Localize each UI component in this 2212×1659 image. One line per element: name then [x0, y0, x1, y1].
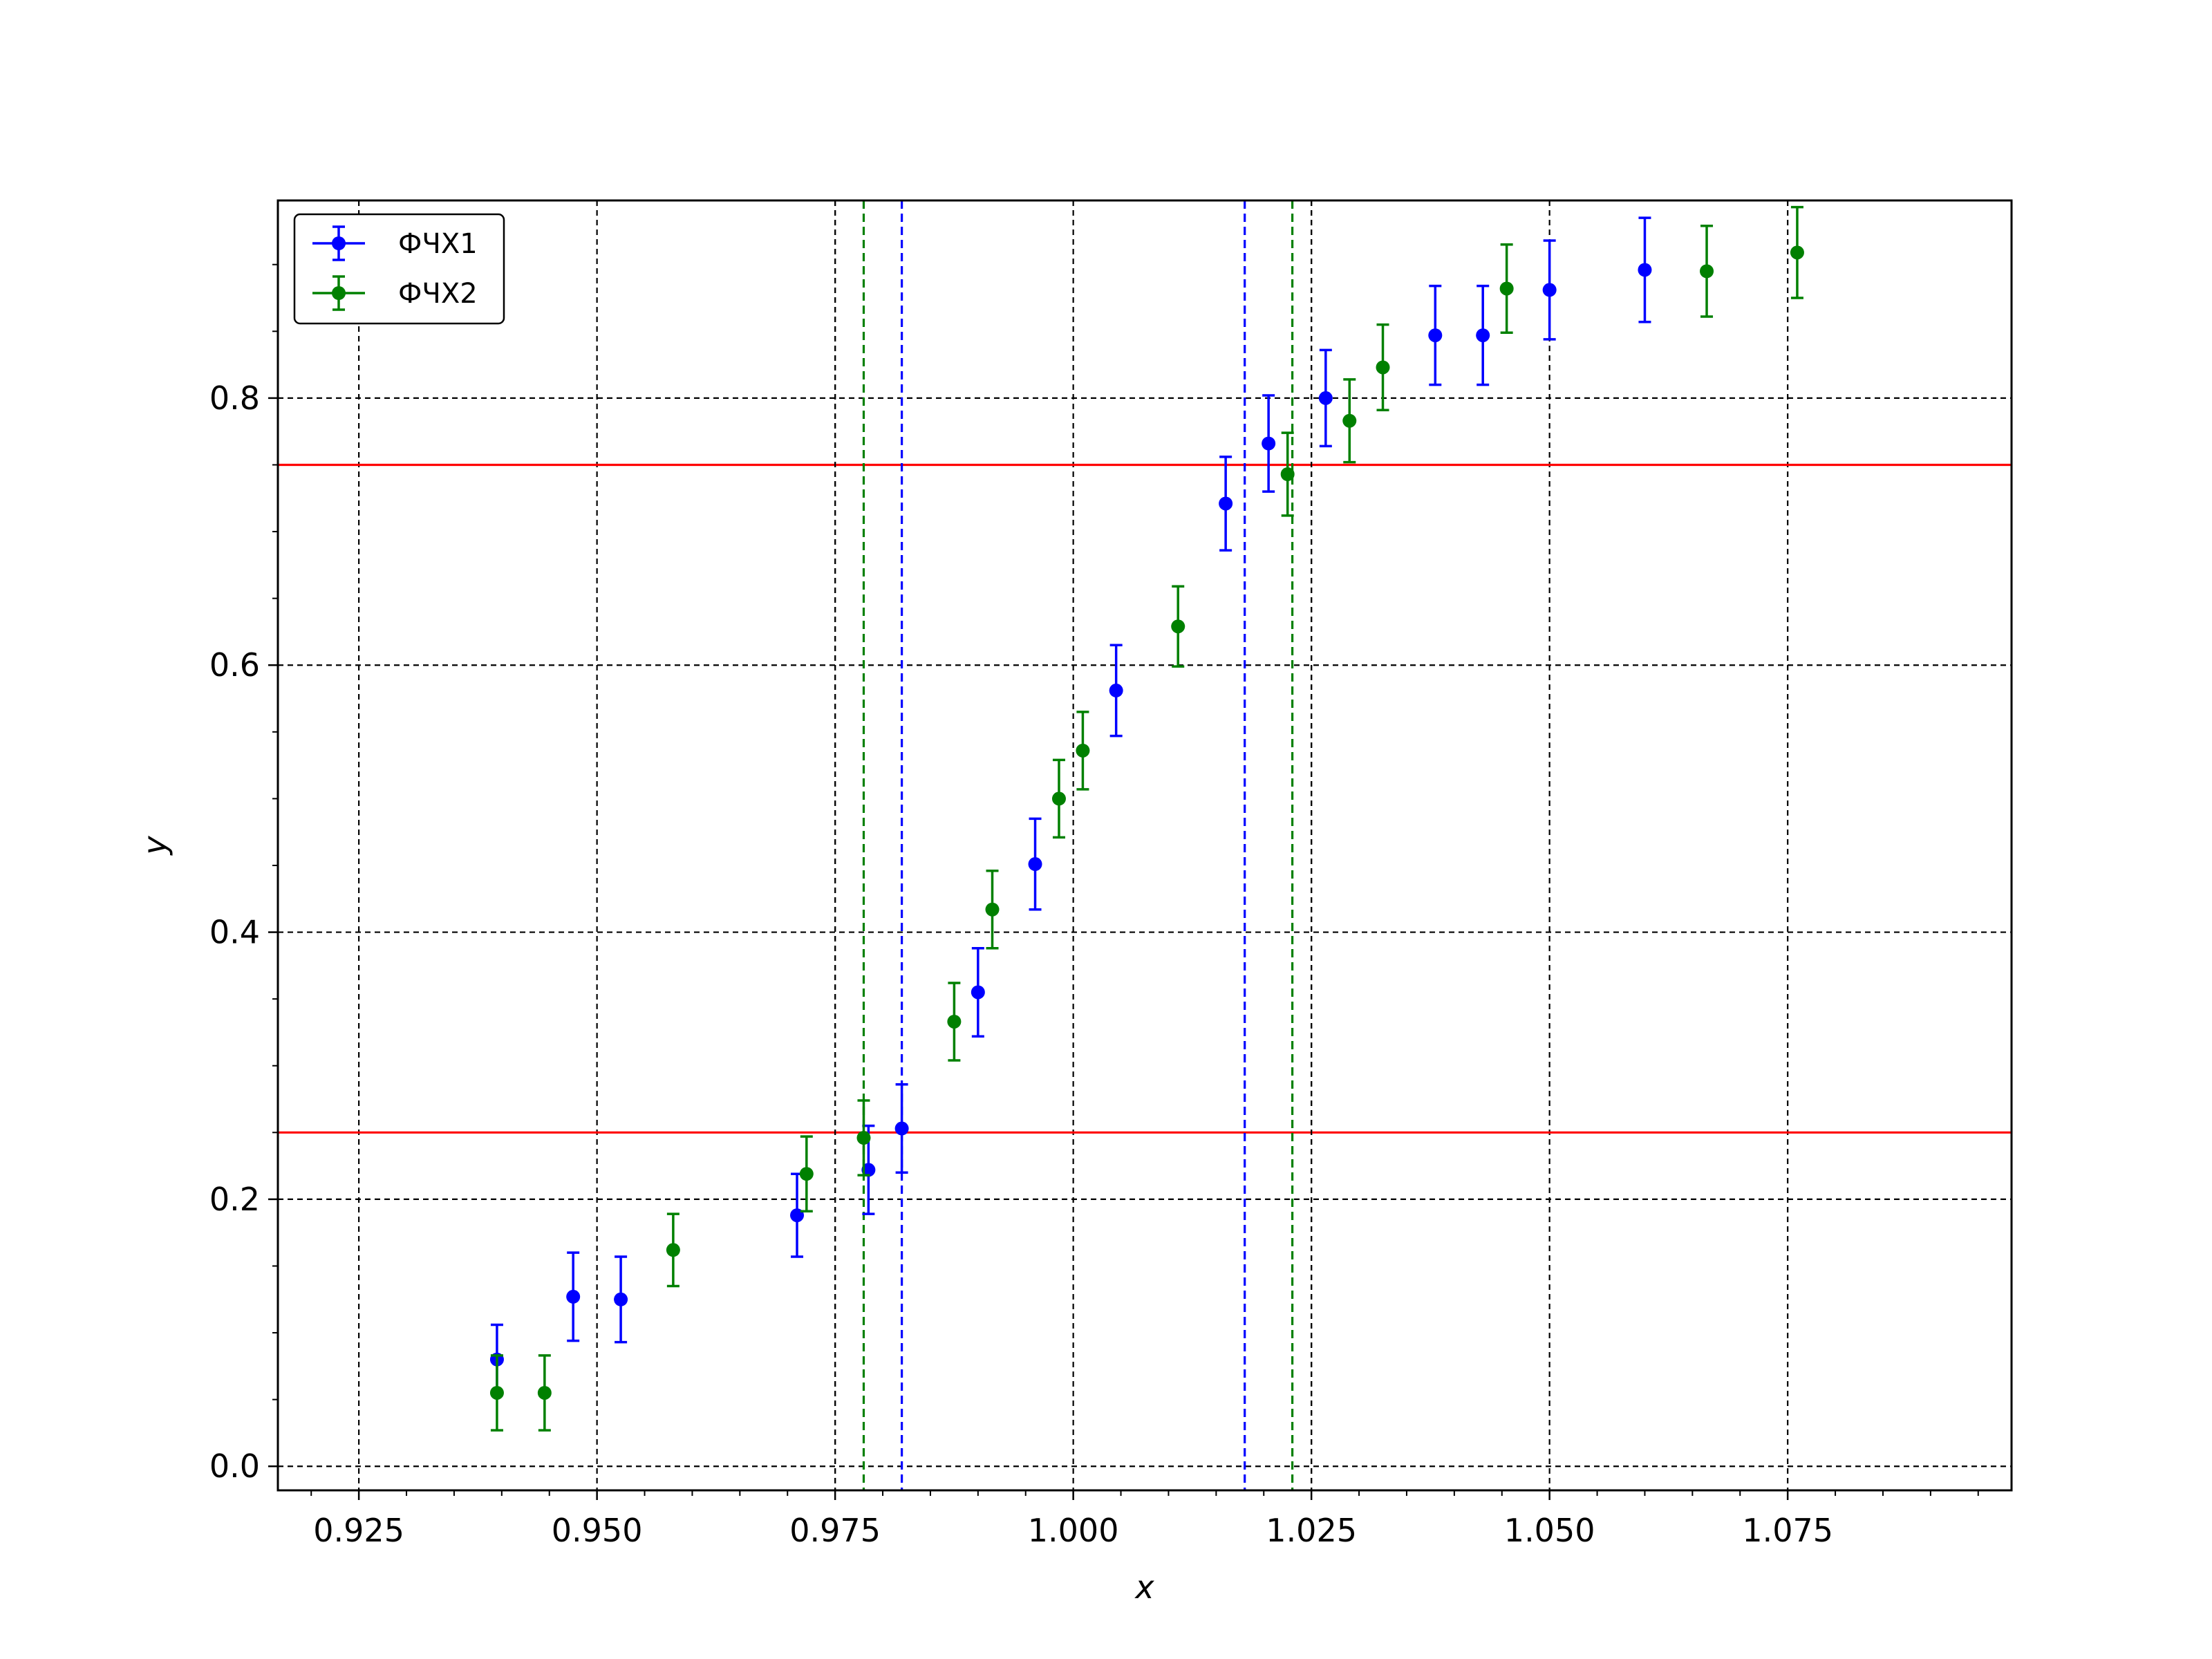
data-point	[566, 1289, 581, 1304]
y-tick-label: 0.8	[209, 379, 260, 417]
reference-lines	[278, 200, 2012, 1490]
data-point	[1638, 263, 1652, 277]
legend-label: ФЧХ1	[398, 228, 478, 260]
y-tick-label: 0.4	[209, 914, 260, 951]
legend: ФЧХ1 ФЧХ2	[293, 213, 505, 325]
x-tick-label: 1.000	[1028, 1512, 1119, 1549]
data-point	[1318, 391, 1333, 405]
x-tick-label: 0.950	[552, 1512, 643, 1549]
legend-marker	[332, 286, 346, 300]
data-point	[1219, 496, 1233, 511]
x-tick-label: 0.975	[789, 1512, 881, 1549]
legend-box	[293, 213, 505, 325]
data-point	[1076, 743, 1090, 758]
data-point	[666, 1243, 680, 1257]
data-point	[1109, 683, 1123, 697]
data-point	[1542, 283, 1557, 297]
legend-marker	[332, 236, 346, 250]
data-point	[947, 1014, 962, 1029]
data-point	[1051, 791, 1066, 806]
data-point	[856, 1131, 871, 1145]
data-point	[1028, 857, 1042, 872]
data-point	[985, 902, 1000, 917]
data-point	[1700, 264, 1714, 279]
y-tick-label: 0.6	[209, 646, 260, 684]
x-axis-label: x	[1134, 1568, 1154, 1606]
data-point	[489, 1385, 504, 1400]
data-point	[1280, 467, 1295, 481]
data-point	[1376, 360, 1390, 375]
x-tick-label: 1.050	[1504, 1512, 1595, 1549]
plot-frame	[276, 199, 2013, 1492]
data-point	[1262, 436, 1276, 451]
data-point	[1476, 328, 1490, 343]
data-point	[971, 985, 985, 1000]
data-point	[1428, 328, 1443, 343]
data-point	[614, 1292, 628, 1306]
tick-layer: 0.925 0.950 0.975 1.000 1.025 1.050 1.075 0.0 0.…	[209, 263, 1979, 1549]
y-tick-label: 0.0	[209, 1447, 260, 1485]
x-tick-label: 1.075	[1742, 1512, 1833, 1549]
data-point	[1342, 413, 1357, 428]
data-point	[1171, 619, 1185, 634]
y-tick-label: 0.2	[209, 1181, 260, 1218]
data-point	[1790, 245, 1804, 260]
data-point	[799, 1167, 814, 1181]
data-layer	[489, 205, 1804, 1432]
data-point	[861, 1163, 876, 1177]
x-tick-label: 1.025	[1266, 1512, 1357, 1549]
x-tick-label: 0.925	[313, 1512, 404, 1549]
data-point	[1499, 281, 1514, 296]
data-point	[894, 1121, 909, 1136]
y-axis-label: y	[136, 836, 174, 856]
legend-label: ФЧХ2	[398, 278, 478, 310]
data-point	[537, 1385, 552, 1400]
legend-entry-2: ФЧХ2	[312, 275, 478, 311]
legend-entry-1: ФЧХ1	[312, 225, 478, 261]
series-2	[489, 205, 1804, 1432]
